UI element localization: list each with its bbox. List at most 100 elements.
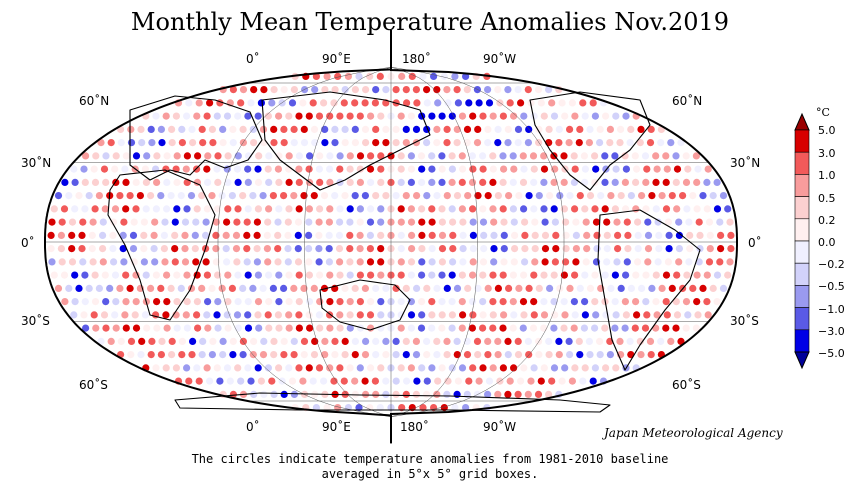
anomaly-dot (551, 218, 560, 226)
anomaly-dot (203, 205, 211, 213)
lon-label-top-90e: 90˚E (322, 52, 351, 66)
anomaly-dot (361, 284, 369, 292)
anomaly-dot (351, 86, 359, 94)
anomaly-dot (71, 205, 79, 213)
anomaly-dot (61, 298, 69, 306)
anomaly-dot (78, 245, 86, 253)
anomaly-dot (500, 218, 508, 226)
coastlines (107, 91, 701, 413)
anomaly-dot (473, 337, 482, 345)
anomaly-dot (479, 205, 487, 213)
anomaly-dot (268, 377, 276, 385)
anomaly-dot (331, 139, 339, 147)
anomaly-dot (611, 324, 619, 332)
anomaly-dot (168, 139, 176, 147)
anomaly-dot (571, 112, 579, 120)
anomaly-dot (716, 258, 724, 266)
anomaly-dot (265, 324, 273, 332)
anomaly-dot (285, 178, 293, 186)
anomaly-dot (163, 205, 171, 213)
legend-colorbar (794, 112, 810, 370)
anomaly-dot (428, 178, 436, 186)
anomaly-dot (514, 337, 522, 345)
anomaly-dot (453, 337, 461, 345)
anomaly-dot (623, 258, 631, 266)
legend-tick: −3.0 (818, 325, 845, 338)
anomaly-dot (490, 245, 498, 253)
anomaly-dot (377, 112, 385, 120)
anomaly-dot (673, 165, 682, 173)
anomaly-dot (295, 152, 303, 160)
anomaly-dot (704, 311, 712, 319)
anomaly-dot (202, 218, 210, 226)
anomaly-dot (555, 351, 563, 359)
anomaly-dot (100, 165, 109, 173)
anomaly-dot (506, 99, 514, 107)
anomaly-dot (330, 377, 338, 385)
anomaly-dot (699, 284, 707, 292)
anomaly-dot (494, 337, 502, 345)
anomaly-dot (127, 139, 136, 147)
anomaly-dot (85, 284, 93, 292)
anomaly-dot (265, 152, 273, 160)
anomaly-dot (540, 271, 548, 279)
anomaly-dot (334, 72, 342, 80)
anomaly-dot (485, 377, 494, 385)
anomaly-dot (171, 258, 179, 266)
anomaly-dot (509, 178, 517, 186)
anomaly-dot (90, 165, 98, 173)
anomaly-dot (366, 258, 375, 266)
anomaly-dot (568, 99, 577, 107)
anomaly-dot (459, 258, 467, 266)
anomaly-dot (202, 231, 210, 239)
anomaly-dot (694, 311, 702, 319)
anomaly-dot (591, 298, 599, 306)
anomaly-dot (91, 205, 99, 213)
anomaly-dot (586, 125, 594, 133)
anomaly-dot (603, 231, 611, 239)
anomaly-dot (634, 245, 642, 253)
anomaly-dot (336, 364, 344, 372)
anomaly-dot (163, 271, 171, 279)
anomaly-dot (356, 205, 364, 213)
anomaly-dot (417, 324, 426, 332)
anomaly-dot (68, 218, 77, 226)
anomaly-dot (315, 112, 324, 120)
anomaly-dot (81, 178, 89, 186)
anomaly-dot (157, 351, 165, 359)
anomaly-dot (280, 284, 288, 292)
anomaly-dot (372, 86, 380, 94)
anomaly-dot (397, 271, 405, 279)
anomaly-dot (530, 271, 538, 279)
anomaly-dot (591, 152, 599, 160)
anomaly-dot (626, 337, 634, 345)
anomaly-dot (581, 178, 589, 186)
anomaly-dot (204, 298, 212, 306)
anomaly-dot (90, 311, 98, 319)
anomaly-dot (589, 377, 597, 385)
anomaly-dot (173, 298, 181, 306)
anomaly-dot (484, 390, 492, 398)
anomaly-dot (206, 377, 214, 385)
anomaly-dot (285, 364, 293, 372)
anomaly-dot (677, 139, 685, 147)
anomaly-dot (530, 298, 538, 306)
anomaly-dot (377, 231, 385, 239)
anomaly-dot (438, 324, 446, 332)
coastline (129, 95, 263, 181)
anomaly-dot (469, 258, 477, 266)
anomaly-dot (243, 231, 251, 239)
anomaly-dot (448, 165, 456, 173)
anomaly-dot (438, 311, 446, 319)
anomaly-dot (185, 377, 193, 385)
anomaly-dot (81, 298, 89, 306)
anomaly-dot (673, 271, 681, 279)
anomaly-dot (270, 86, 278, 94)
anomaly-dot (372, 284, 380, 292)
anomaly-dot (295, 271, 303, 279)
anomaly-dot (181, 231, 189, 239)
anomaly-dot (693, 205, 701, 213)
anomaly-dot (668, 284, 676, 292)
anomaly-dot (443, 390, 451, 398)
anomaly-dot (126, 192, 134, 200)
